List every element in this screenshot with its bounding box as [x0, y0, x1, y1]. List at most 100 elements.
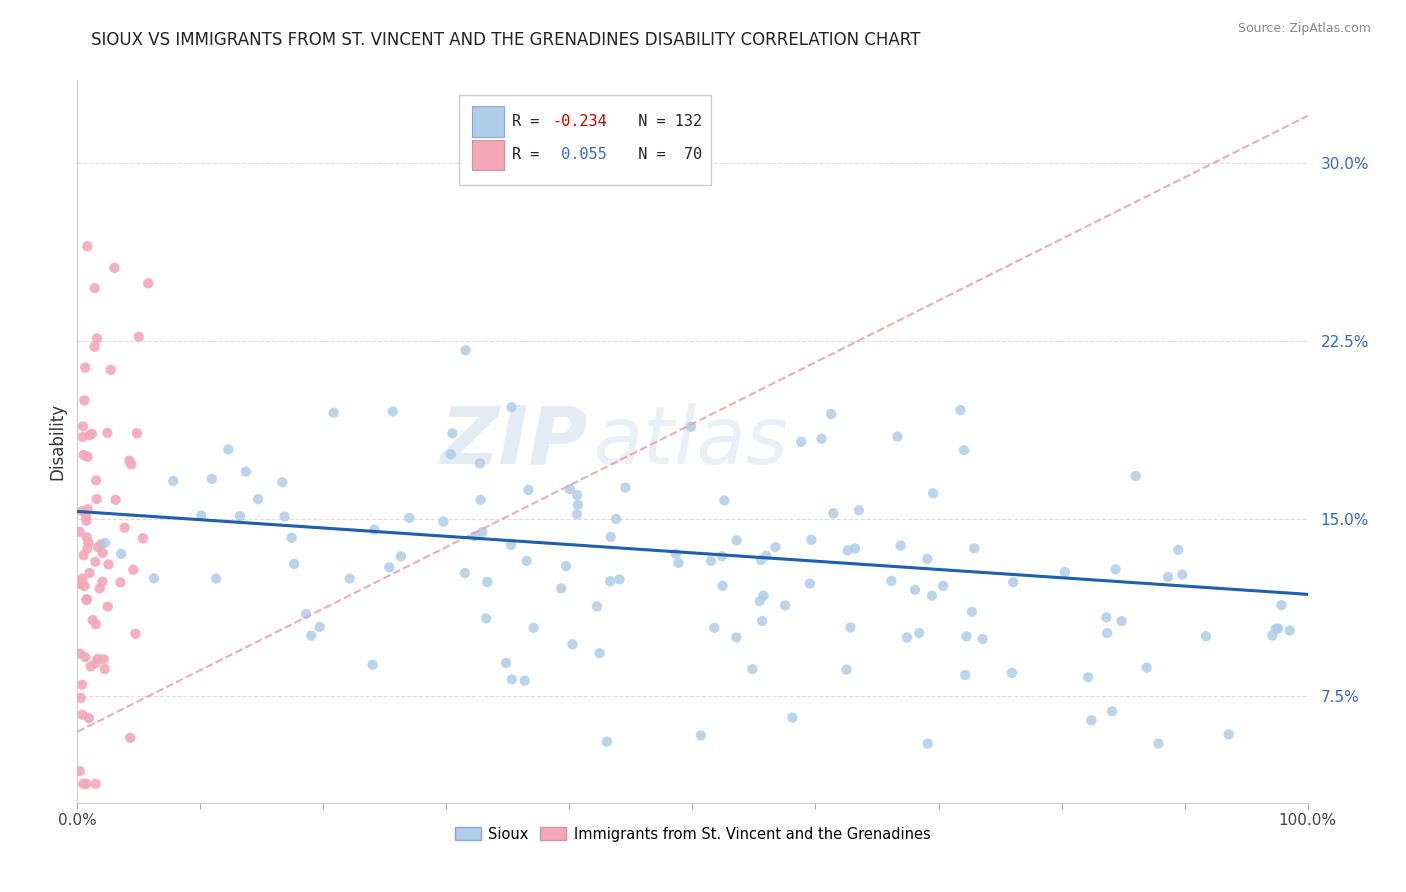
Point: [87, 540, 110, 554]
Point: [77, 711, 100, 725]
Point: [76, 239, 98, 253]
Point: [725, 631, 748, 645]
Point: [609, 573, 631, 587]
Point: [454, 566, 477, 580]
Point: [773, 599, 796, 613]
Point: [599, 530, 621, 544]
Text: 0.055: 0.055: [553, 147, 607, 162]
Point: [748, 594, 770, 608]
Point: [76, 592, 98, 607]
Point: [1171, 567, 1194, 582]
Point: [741, 662, 763, 676]
Point: [904, 582, 927, 597]
Point: [69, 647, 91, 661]
Point: [464, 529, 486, 543]
Point: [810, 432, 832, 446]
Point: [890, 539, 912, 553]
Point: [339, 572, 361, 586]
Point: [1147, 737, 1170, 751]
Point: [596, 734, 619, 748]
Point: [665, 547, 688, 561]
Point: [1261, 628, 1284, 642]
Point: [76, 531, 98, 545]
Point: [83, 281, 105, 295]
Point: [614, 481, 637, 495]
Point: [558, 482, 581, 496]
Point: [94, 536, 117, 550]
Point: [89, 582, 111, 596]
Point: [69, 574, 91, 589]
Point: [235, 465, 257, 479]
Point: [953, 443, 976, 458]
Point: [499, 538, 522, 552]
Point: [76, 502, 98, 516]
Text: atlas: atlas: [595, 402, 789, 481]
Point: [70, 678, 93, 692]
Point: [91, 546, 114, 560]
Point: [91, 574, 114, 589]
Point: [72, 419, 94, 434]
Point: [1267, 622, 1289, 636]
Point: [513, 673, 536, 688]
Point: [1264, 622, 1286, 636]
Point: [69, 690, 91, 705]
Point: [820, 407, 842, 421]
Point: [201, 472, 224, 486]
Point: [162, 474, 184, 488]
Point: [80, 426, 103, 441]
Point: [75, 360, 97, 375]
FancyBboxPatch shape: [472, 106, 505, 136]
Point: [713, 493, 735, 508]
Point: [72, 448, 94, 462]
Point: [97, 599, 120, 614]
Point: [700, 554, 723, 568]
Point: [468, 457, 491, 471]
Point: [752, 589, 775, 603]
Point: [588, 646, 610, 660]
Point: [110, 547, 132, 561]
Point: [1104, 562, 1126, 576]
Point: [72, 430, 94, 444]
Point: [79, 428, 101, 442]
Point: [605, 512, 627, 526]
Point: [299, 629, 322, 643]
Point: [725, 533, 748, 548]
Point: [77, 536, 100, 550]
Point: [87, 652, 110, 666]
Point: [93, 652, 115, 666]
Point: [69, 577, 91, 591]
Point: [782, 711, 804, 725]
Point: [908, 626, 931, 640]
Point: [1111, 614, 1133, 628]
Point: [972, 632, 994, 646]
Point: [84, 656, 107, 670]
Point: [120, 731, 142, 745]
Point: [73, 579, 96, 593]
Point: [749, 553, 772, 567]
Point: [93, 662, 115, 676]
Point: [844, 541, 866, 556]
Point: [322, 406, 344, 420]
Point: [72, 549, 94, 563]
Point: [280, 531, 302, 545]
Point: [217, 442, 239, 457]
Point: [273, 509, 295, 524]
Point: [567, 498, 589, 512]
Point: [953, 668, 976, 682]
Point: [84, 617, 107, 632]
Point: [501, 400, 523, 414]
Point: [517, 483, 540, 497]
Point: [125, 426, 148, 441]
Point: [440, 447, 463, 461]
Text: N =  70: N = 70: [620, 147, 702, 162]
Legend: Sioux, Immigrants from St. Vincent and the Grenadines: Sioux, Immigrants from St. Vincent and t…: [449, 821, 936, 847]
Point: [76, 541, 98, 556]
Text: N = 132: N = 132: [620, 114, 702, 129]
Point: [69, 524, 91, 539]
Point: [70, 707, 93, 722]
Point: [586, 599, 609, 614]
Point: [1077, 670, 1099, 684]
Point: [84, 777, 107, 791]
FancyBboxPatch shape: [472, 139, 505, 169]
Point: [800, 533, 823, 547]
